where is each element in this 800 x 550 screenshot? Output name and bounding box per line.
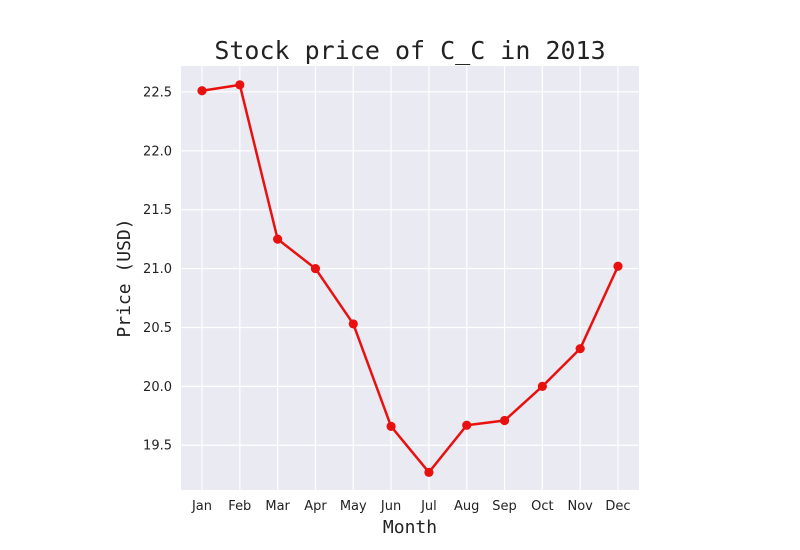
y-tick-label: 21.5	[143, 203, 172, 218]
x-tick-label: Mar	[265, 499, 290, 514]
x-tick-label: Sep	[492, 499, 517, 514]
grid	[181, 66, 639, 490]
x-tick-label: Apr	[304, 499, 327, 514]
data-point	[348, 319, 358, 329]
x-tick-label: Jun	[380, 499, 401, 514]
data-point	[273, 234, 283, 244]
x-tick-label: Nov	[567, 499, 593, 514]
series-line	[201, 83, 620, 474]
x-tick-label: Aug	[454, 499, 479, 514]
y-tick-label: 20.5	[143, 321, 172, 336]
x-tick-label: May	[340, 499, 367, 514]
data-point	[424, 467, 434, 477]
data-point	[197, 86, 207, 96]
x-tick-label: Oct	[531, 499, 553, 514]
x-tick-label: Jul	[420, 499, 437, 514]
y-tick-label: 21.0	[143, 262, 172, 277]
x-tick-label: Feb	[228, 499, 251, 514]
plot-area	[181, 66, 639, 490]
x-tick-label: Dec	[605, 499, 630, 514]
data-point	[537, 381, 547, 391]
x-axis-label: Month	[383, 517, 437, 538]
y-tick-label: 20.0	[143, 380, 172, 395]
data-point	[386, 421, 396, 431]
x-tick-label: Jan	[191, 499, 212, 514]
data-point	[462, 420, 472, 430]
data-point	[235, 80, 245, 90]
data-point	[575, 344, 585, 354]
y-axis-label: Price (USD)	[114, 218, 135, 337]
y-tick-label: 22.0	[143, 144, 172, 159]
data-point	[613, 261, 623, 271]
y-tick-label: 22.5	[143, 85, 172, 100]
series-layer	[197, 80, 623, 477]
data-point	[499, 415, 510, 426]
data-point	[310, 263, 321, 274]
tick-labels: Jan Feb Mar Apr May Jun Jul Aug Sep Oct Nov Dec 19.5…	[143, 85, 631, 514]
y-tick-label: 19.5	[143, 439, 172, 454]
chart-title: Stock price of C_C in 2013	[214, 36, 605, 65]
